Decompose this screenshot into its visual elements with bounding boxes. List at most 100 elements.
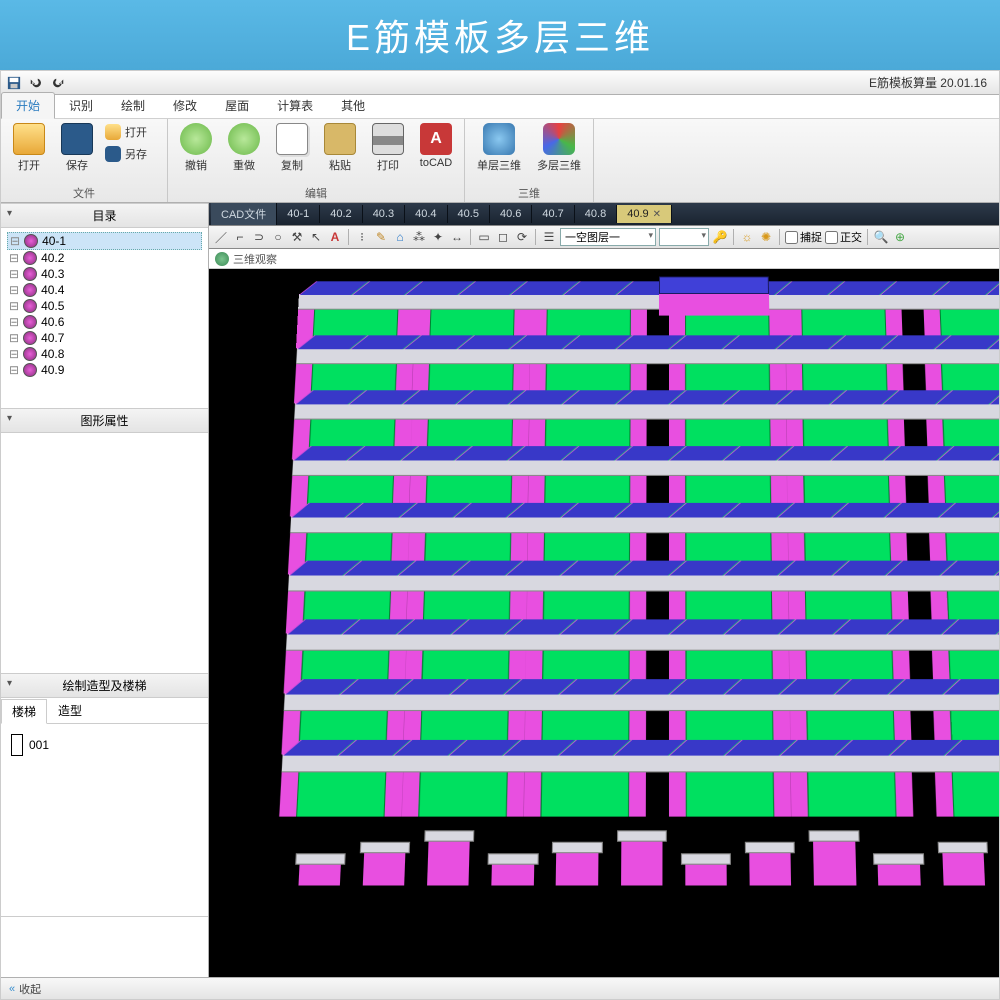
undo-icon[interactable] xyxy=(29,76,43,90)
dim-icon[interactable]: ⁝ xyxy=(354,229,370,245)
multi-3d-button[interactable]: 多层三维 xyxy=(531,121,587,175)
ribbon-tab-4[interactable]: 屋面 xyxy=(211,93,263,118)
mirror-icon[interactable]: ⁂ xyxy=(411,229,427,245)
ribbon-group-3d: 单层三维 多层三维 三维 xyxy=(465,119,594,202)
document-tabs: CAD文件40-140.240.340.440.540.640.740.840.… xyxy=(209,203,999,225)
sun-icon[interactable]: ✺ xyxy=(758,229,774,245)
tree-item[interactable]: ⊟40.9 xyxy=(7,362,202,378)
collapse-icon[interactable]: ▾ xyxy=(7,413,12,424)
redo-button[interactable]: 重做 xyxy=(222,121,266,175)
layer-icon[interactable]: ☰ xyxy=(541,229,557,245)
tree-item[interactable]: ⊟40.3 xyxy=(7,266,202,282)
main-area: CAD文件40-140.240.340.440.540.640.740.840.… xyxy=(209,203,999,977)
key-icon[interactable]: 🔑 xyxy=(712,229,728,245)
shape-panel: 001 xyxy=(1,724,208,916)
model-tabs: 楼梯造型 xyxy=(1,698,208,724)
ribbon: 打开 保存 打开 另存 文件 撤销 重做 复制 粘贴 打印 AtoCAD 编辑 xyxy=(1,119,999,203)
tree-item[interactable]: ⊟40.5 xyxy=(7,298,202,314)
save-button[interactable]: 保存 xyxy=(55,121,99,175)
drawing-toolbar: ／ ⌐ ⊃ ○ ⚒ ↖ A ⁝ ✎ ⌂ ⁂ ✦ ↔ ▭ ◻ ⟳ ☰ 一空图 xyxy=(209,225,999,249)
group-label-file: 文件 xyxy=(7,184,161,202)
trim-icon[interactable]: ↔ xyxy=(449,229,465,245)
combo2[interactable] xyxy=(659,228,709,246)
model-tab-1[interactable]: 造型 xyxy=(47,698,93,723)
props-panel xyxy=(1,433,208,673)
rooftop-structure xyxy=(659,276,769,315)
ribbon-tab-0[interactable]: 开始 xyxy=(1,92,55,119)
banner-title: E筋模板多层三维 xyxy=(0,0,1000,70)
collapse-icon[interactable]: ▾ xyxy=(7,678,12,689)
doctab[interactable]: 40.5 xyxy=(448,205,490,223)
zoom-icon[interactable]: 🔍 xyxy=(873,229,889,245)
status-bar: « 收起 xyxy=(1,977,999,999)
model-header: ▾绘制造型及楼梯 xyxy=(1,673,208,698)
rect2-icon[interactable]: ◻ xyxy=(495,229,511,245)
ortho-checkbox[interactable]: 正交 xyxy=(825,229,862,245)
globe-icon xyxy=(215,252,229,266)
tocad-button[interactable]: AtoCAD xyxy=(414,121,458,171)
quick-access-toolbar: E筋模板算量 20.01.16 xyxy=(1,71,999,95)
doctab[interactable]: 40.9✕ xyxy=(617,205,672,223)
ribbon-tab-5[interactable]: 计算表 xyxy=(263,93,327,118)
save-icon[interactable] xyxy=(7,76,21,90)
copy-button[interactable]: 复制 xyxy=(270,121,314,175)
model-tab-0[interactable]: 楼梯 xyxy=(1,699,47,724)
open2-button[interactable]: 打开 xyxy=(103,121,161,143)
collapse-arrow-icon[interactable]: « xyxy=(9,983,15,995)
pan-icon[interactable]: ⊕ xyxy=(892,229,908,245)
hatch-icon[interactable]: ⌂ xyxy=(392,229,408,245)
tool-icon[interactable]: ⚒ xyxy=(289,229,305,245)
doctab[interactable]: 40.6 xyxy=(490,205,532,223)
collapse-label[interactable]: 收起 xyxy=(19,981,41,997)
tree-item[interactable]: ⊟40.7 xyxy=(7,330,202,346)
bulb-icon[interactable]: ☼ xyxy=(739,229,755,245)
doctab[interactable]: 40.4 xyxy=(405,205,447,223)
ribbon-group-edit: 撤销 重做 复制 粘贴 打印 AtoCAD 编辑 xyxy=(168,119,465,202)
redo-icon[interactable] xyxy=(51,76,65,90)
snap-checkbox[interactable]: 捕捉 xyxy=(785,229,822,245)
viewer-header: 三维观察 xyxy=(209,249,999,269)
rotate-icon[interactable]: ⟳ xyxy=(514,229,530,245)
group-label-edit: 编辑 xyxy=(174,184,458,202)
workspace: ▾目录 ⊟40-1⊟40.2⊟40.3⊟40.4⊟40.5⊟40.6⊟40.7⊟… xyxy=(1,203,999,977)
tree-item[interactable]: ⊟40-1 xyxy=(7,232,202,250)
circle-icon[interactable]: ○ xyxy=(270,229,286,245)
doctab[interactable]: 40.2 xyxy=(320,205,362,223)
shape-item[interactable]: 001 xyxy=(11,734,49,756)
tree-item[interactable]: ⊟40.2 xyxy=(7,250,202,266)
tree-item[interactable]: ⊟40.4 xyxy=(7,282,202,298)
paste-button[interactable]: 粘贴 xyxy=(318,121,362,175)
catalog-header: ▾目录 xyxy=(1,203,208,228)
ribbon-tab-1[interactable]: 识别 xyxy=(55,93,107,118)
group-label-3d: 三维 xyxy=(471,184,587,202)
ribbon-tab-3[interactable]: 修改 xyxy=(159,93,211,118)
doctab-cad[interactable]: CAD文件 xyxy=(211,203,277,225)
saveas-button[interactable]: 另存 xyxy=(103,143,161,165)
open-button[interactable]: 打开 xyxy=(7,121,51,175)
collapse-icon[interactable]: ▾ xyxy=(7,208,12,219)
ribbon-tab-6[interactable]: 其他 xyxy=(327,93,379,118)
rect-icon[interactable]: ▭ xyxy=(476,229,492,245)
viewport-3d[interactable] xyxy=(209,269,999,977)
layer-combo[interactable]: 一空图层一 xyxy=(560,228,656,246)
polyline-icon[interactable]: ⌐ xyxy=(232,229,248,245)
doctab[interactable]: 40.7 xyxy=(532,205,574,223)
ribbon-tab-2[interactable]: 绘制 xyxy=(107,93,159,118)
print-button[interactable]: 打印 xyxy=(366,121,410,175)
doctab[interactable]: 40.3 xyxy=(363,205,405,223)
tool2-icon[interactable]: ↖ xyxy=(308,229,324,245)
offset-icon[interactable]: ✦ xyxy=(430,229,446,245)
measure-icon[interactable]: ✎ xyxy=(373,229,389,245)
arc-icon[interactable]: ⊃ xyxy=(251,229,267,245)
doctab[interactable]: 40.8 xyxy=(575,205,617,223)
line-icon[interactable]: ／ xyxy=(213,229,229,245)
tree-item[interactable]: ⊟40.8 xyxy=(7,346,202,362)
single-3d-button[interactable]: 单层三维 xyxy=(471,121,527,175)
catalog-tree: ⊟40-1⊟40.2⊟40.3⊟40.4⊟40.5⊟40.6⊟40.7⊟40.8… xyxy=(1,228,208,408)
app-title: E筋模板算量 20.01.16 xyxy=(869,74,987,91)
tree-item[interactable]: ⊟40.6 xyxy=(7,314,202,330)
sidebar: ▾目录 ⊟40-1⊟40.2⊟40.3⊟40.4⊟40.5⊟40.6⊟40.7⊟… xyxy=(1,203,209,977)
text-icon[interactable]: A xyxy=(327,229,343,245)
doctab[interactable]: 40-1 xyxy=(277,205,320,223)
undo-button[interactable]: 撤销 xyxy=(174,121,218,175)
